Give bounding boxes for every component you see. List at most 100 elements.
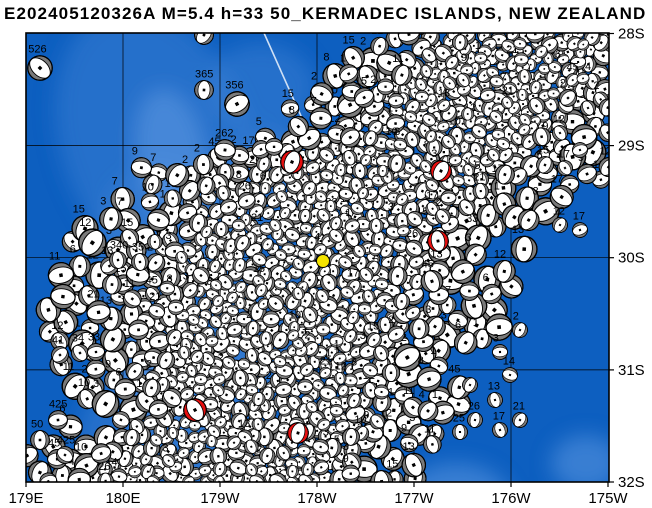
svg-text:12: 12 <box>371 25 383 37</box>
svg-text:35: 35 <box>132 242 144 254</box>
svg-text:25: 25 <box>453 413 465 425</box>
svg-text:9: 9 <box>343 453 349 465</box>
svg-text:9: 9 <box>132 146 138 158</box>
svg-text:11: 11 <box>124 278 135 290</box>
svg-text:12: 12 <box>79 217 91 229</box>
svg-text:6: 6 <box>455 319 461 331</box>
svg-text:15: 15 <box>386 459 398 471</box>
svg-text:4: 4 <box>112 457 118 469</box>
svg-text:4: 4 <box>585 61 591 73</box>
svg-text:180E: 180E <box>105 490 140 507</box>
svg-text:176W: 176W <box>491 490 531 507</box>
svg-text:9: 9 <box>401 423 407 435</box>
svg-text:179E: 179E <box>8 490 43 507</box>
svg-text:13: 13 <box>238 418 250 430</box>
svg-text:2: 2 <box>370 74 376 86</box>
svg-text:29S: 29S <box>618 138 645 155</box>
svg-text:17: 17 <box>573 211 585 223</box>
svg-text:15: 15 <box>73 203 85 215</box>
svg-text:1: 1 <box>475 40 481 52</box>
svg-text:2: 2 <box>388 314 394 326</box>
svg-text:340: 340 <box>110 240 128 252</box>
svg-text:21: 21 <box>502 85 514 97</box>
svg-text:356: 356 <box>225 80 243 92</box>
svg-text:8: 8 <box>236 169 242 181</box>
svg-text:178W: 178W <box>297 490 337 507</box>
svg-text:262: 262 <box>215 128 233 140</box>
svg-text:3: 3 <box>431 148 437 160</box>
svg-text:13: 13 <box>488 381 500 393</box>
svg-text:21: 21 <box>149 291 161 303</box>
svg-text:4: 4 <box>314 232 320 244</box>
svg-text:17: 17 <box>347 268 359 280</box>
svg-text:31S: 31S <box>618 362 645 379</box>
svg-text:11: 11 <box>424 424 435 436</box>
svg-text:50: 50 <box>31 419 43 431</box>
svg-text:14: 14 <box>503 356 515 368</box>
svg-text:365: 365 <box>195 69 213 81</box>
svg-text:8: 8 <box>289 105 295 117</box>
svg-text:3: 3 <box>425 304 431 316</box>
svg-text:7: 7 <box>112 176 118 188</box>
svg-text:5: 5 <box>474 160 480 172</box>
svg-text:3: 3 <box>351 357 357 369</box>
svg-text:2: 2 <box>194 142 200 154</box>
svg-text:6: 6 <box>483 272 489 284</box>
svg-text:21: 21 <box>320 355 332 367</box>
svg-text:7: 7 <box>150 152 156 164</box>
svg-text:9: 9 <box>461 52 467 64</box>
svg-text:26: 26 <box>239 180 251 192</box>
svg-text:179W: 179W <box>200 490 240 507</box>
svg-text:15: 15 <box>343 34 355 46</box>
svg-text:3: 3 <box>93 378 99 390</box>
svg-text:33: 33 <box>88 332 100 344</box>
svg-text:11: 11 <box>403 385 414 397</box>
svg-text:10: 10 <box>75 442 87 454</box>
svg-text:45: 45 <box>146 275 158 287</box>
svg-text:8: 8 <box>418 355 424 367</box>
svg-text:30S: 30S <box>618 250 645 267</box>
svg-text:6: 6 <box>260 171 266 183</box>
svg-text:4: 4 <box>419 389 425 401</box>
svg-text:10: 10 <box>78 377 90 389</box>
svg-text:1: 1 <box>345 207 351 219</box>
svg-text:21: 21 <box>473 171 485 183</box>
svg-text:15: 15 <box>121 217 133 229</box>
svg-text:9: 9 <box>105 359 111 371</box>
svg-text:7: 7 <box>117 196 123 208</box>
svg-text:2: 2 <box>246 309 252 321</box>
svg-text:175W: 175W <box>588 490 628 507</box>
svg-text:17: 17 <box>551 173 563 185</box>
svg-text:2: 2 <box>304 329 310 341</box>
svg-text:177W: 177W <box>394 490 434 507</box>
svg-text:21: 21 <box>251 212 263 224</box>
svg-text:6: 6 <box>70 244 76 256</box>
svg-text:3: 3 <box>343 441 349 453</box>
svg-text:425: 425 <box>57 435 75 447</box>
svg-text:2: 2 <box>560 78 566 90</box>
svg-text:1: 1 <box>430 345 436 357</box>
svg-text:12: 12 <box>553 206 565 218</box>
svg-text:7: 7 <box>311 96 317 108</box>
svg-text:2: 2 <box>146 359 152 371</box>
svg-text:10: 10 <box>354 414 366 426</box>
svg-text:3: 3 <box>183 271 189 283</box>
svg-text:3: 3 <box>493 333 499 345</box>
svg-text:32S: 32S <box>618 474 645 491</box>
svg-text:10: 10 <box>142 181 154 193</box>
svg-text:5: 5 <box>256 116 262 128</box>
svg-text:10: 10 <box>289 310 301 322</box>
svg-text:21: 21 <box>88 289 100 301</box>
svg-text:3: 3 <box>166 230 172 242</box>
svg-text:11: 11 <box>63 361 74 373</box>
svg-text:45: 45 <box>567 62 579 74</box>
svg-text:11: 11 <box>49 250 60 262</box>
svg-text:1: 1 <box>334 340 340 352</box>
svg-text:1: 1 <box>340 53 346 65</box>
svg-text:2: 2 <box>360 35 366 47</box>
svg-text:45: 45 <box>422 259 434 271</box>
svg-text:12: 12 <box>335 361 347 373</box>
svg-text:21: 21 <box>513 401 525 413</box>
svg-text:12: 12 <box>600 146 612 158</box>
svg-text:1: 1 <box>136 378 142 390</box>
